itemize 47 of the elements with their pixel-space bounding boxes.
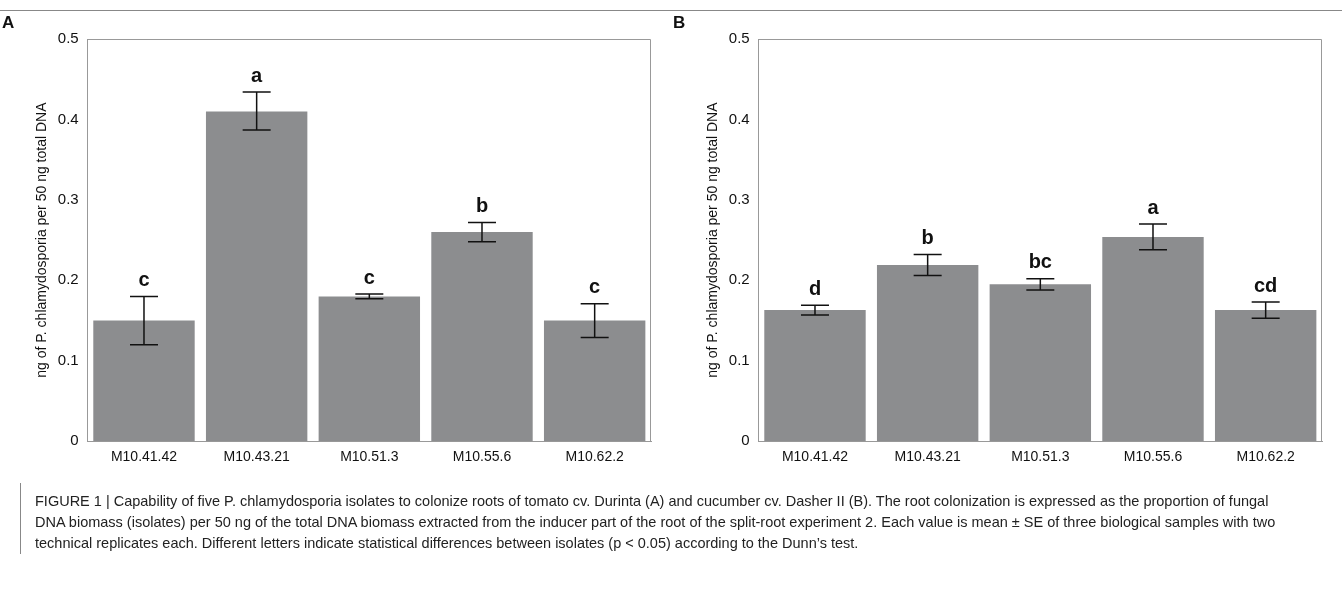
bar bbox=[543, 320, 646, 442]
y-tick-label: 0.1 bbox=[57, 350, 79, 368]
bar bbox=[1102, 236, 1204, 442]
x-tick-label: M10.51.3 bbox=[340, 448, 399, 465]
y-tick-label: 0.4 bbox=[57, 109, 79, 127]
y-tick-label: 0 bbox=[70, 431, 79, 449]
bar bbox=[1214, 310, 1317, 442]
annotation: b bbox=[475, 193, 489, 216]
bar bbox=[93, 320, 195, 442]
y-tick-label: 0.2 bbox=[728, 270, 750, 288]
annotation: c bbox=[363, 265, 375, 288]
annotation: a bbox=[251, 63, 264, 86]
x-tick-label: M10.62.2 bbox=[1236, 448, 1296, 465]
caption: FIGURE 1 | Capability of five P. chlamydosporia isolates to colonize roots of tomato cv. Durinta (A) and cucumber cv. Dasher II (B). The root colonization is expressed as the proportion of fungal DNA biomass (isolates) per 50 ng of the total DNA biomass extracted from the inducer part of the root of the split-root experiment 2. Each value is mean ± SE of three biological samples with two technical replicates each. Different letters indicate statistical differences between isolates (p < 0.05) according to the Dunn’s test. bbox=[20, 483, 1295, 554]
bar bbox=[205, 111, 308, 442]
y-tick-label: 0.5 bbox=[728, 29, 750, 47]
annotation: c bbox=[589, 275, 601, 298]
x-tick-label: M10.55.6 bbox=[452, 448, 512, 465]
y-tick-label: 0.3 bbox=[728, 190, 750, 208]
annotation: cd bbox=[1253, 273, 1278, 296]
bar bbox=[764, 310, 866, 442]
y-tick-label: 0.2 bbox=[57, 270, 79, 288]
x-tick-label: M10.51.3 bbox=[1011, 448, 1070, 465]
y-axis-title: ng of P. chlamydosporia per 50 ng total DNA bbox=[33, 101, 50, 378]
annotation: b bbox=[921, 226, 934, 249]
annotation: bc bbox=[1028, 250, 1052, 273]
y-tick-label: 0.5 bbox=[57, 29, 79, 47]
chart-title: B bbox=[673, 13, 686, 33]
x-tick-label: M10.43.21 bbox=[223, 448, 290, 465]
annotation: a bbox=[1147, 195, 1160, 218]
y-tick-label: 0.4 bbox=[728, 109, 750, 127]
x-tick-label: M10.41.42 bbox=[781, 448, 849, 465]
bar bbox=[876, 265, 979, 442]
y-tick-label: 0.1 bbox=[728, 350, 750, 368]
y-tick-label: 0.3 bbox=[57, 190, 79, 208]
y-tick-label: 0 bbox=[741, 431, 750, 449]
bar bbox=[989, 284, 1092, 442]
y-axis-title: ng of P. chlamydosporia per 50 ng total DNA bbox=[704, 101, 721, 378]
annotation: c bbox=[138, 267, 150, 290]
chart-title: A bbox=[2, 13, 15, 33]
x-tick-label: M10.43.21 bbox=[894, 448, 961, 465]
bar bbox=[318, 296, 421, 442]
x-tick-label: M10.62.2 bbox=[565, 448, 625, 465]
x-tick-label: M10.55.6 bbox=[1123, 448, 1183, 465]
annotation: d bbox=[808, 276, 822, 299]
bar bbox=[431, 232, 533, 442]
x-tick-label: M10.41.42 bbox=[110, 448, 178, 465]
